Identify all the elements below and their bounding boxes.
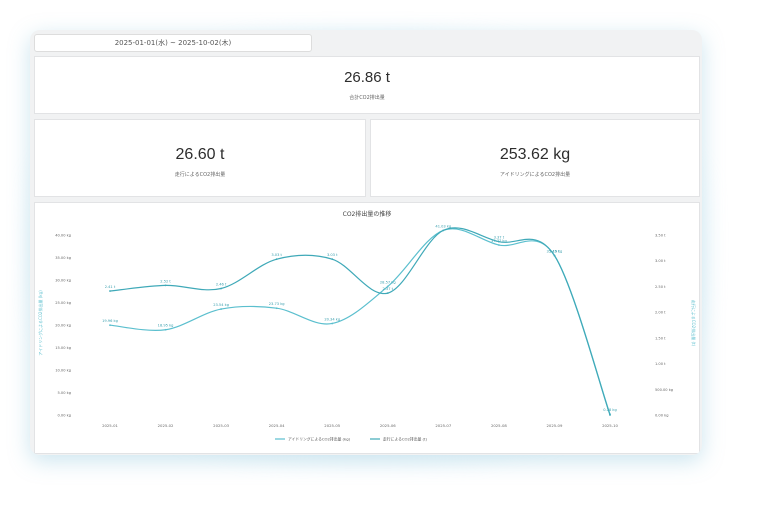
right-tick-label: 0.00 kg	[655, 414, 669, 418]
total-co2-label: 合計CO2排出量	[349, 95, 385, 101]
data-label: 23.73 kg	[269, 302, 285, 306]
chart-title: CO2排出量の推移	[343, 210, 392, 218]
data-label: 35.45 kg	[547, 249, 563, 253]
chart-legend[interactable]: アイドリングによるCO2排出量 (kg) 走行によるCO2排出量 (t)	[275, 437, 427, 442]
x-tick-label: 2025-02	[158, 423, 174, 428]
data-point	[331, 258, 334, 261]
left-tick-label: 0.00 kg	[57, 414, 71, 418]
data-label: 41.03 kg	[435, 224, 451, 228]
data-point	[109, 290, 111, 292]
x-tick-label: 2025-03	[213, 423, 229, 428]
data-point	[497, 240, 500, 243]
idling-co2-value: 253.62 kg	[499, 146, 571, 163]
data-label: 20.34 kg	[324, 317, 340, 321]
idling-co2-label: アイドリングによるCO2排出量	[499, 172, 571, 178]
series-line-1	[109, 228, 611, 415]
legend-item-label: アイドリングによるCO2排出量 (kg)	[288, 437, 351, 442]
data-point	[609, 414, 611, 416]
x-tick-label: 2025-05	[324, 423, 340, 428]
data-point	[442, 229, 445, 232]
left-tick-label: 10.00 kg	[55, 369, 71, 373]
data-point	[275, 307, 278, 310]
left-tick-label: 40.00 kg	[55, 234, 71, 238]
legend-item-label: 走行によるCO2排出量 (t)	[383, 437, 427, 442]
data-label: 2.37 t	[382, 287, 393, 291]
data-label: 3.37 t	[494, 236, 505, 240]
left-tick-label: 35.00 kg	[55, 256, 71, 260]
driving-co2-panel: 26.60 t 走行によるCO2排出量	[34, 119, 366, 197]
data-label: 2.41 t	[105, 285, 116, 289]
left-tick-label: 15.00 kg	[55, 346, 71, 350]
x-tick-label: 2025-09	[547, 423, 563, 428]
data-label: 28.57 kg	[380, 280, 396, 284]
data-label: 3.03 t	[271, 253, 282, 257]
right-tick-label: 500.00 kg	[655, 388, 673, 392]
data-label: 3.10 t	[549, 250, 560, 254]
data-label: 19.96 kg	[102, 319, 118, 323]
data-point	[164, 328, 167, 331]
data-point	[386, 292, 389, 295]
data-point	[331, 322, 334, 325]
left-tick-label: 25.00 kg	[55, 301, 71, 305]
date-range-picker[interactable]: 2025-01-01(水) ~ 2025-10-02(木)	[34, 34, 312, 52]
x-tick-label: 2025-04	[269, 423, 285, 428]
data-point	[497, 244, 500, 246]
data-point	[164, 284, 167, 287]
left-tick-label: 30.00 kg	[55, 279, 71, 283]
data-label: 2.52 t	[160, 279, 171, 283]
idling-co2-panel: 253.62 kg アイドリングによるCO2排出量	[370, 119, 700, 197]
data-label: 3.03 t	[327, 253, 338, 257]
data-point	[220, 287, 223, 290]
data-point	[220, 308, 223, 310]
driving-co2-label: 走行によるCO2排出量	[174, 172, 226, 178]
co2-trend-chart: CO2排出量の推移 アイドリングによるCO2排出量 (kg) 走行によるCO2排…	[37, 210, 697, 442]
total-co2-value: 26.86 t	[344, 69, 390, 86]
data-label: 18.95 kg	[158, 324, 174, 328]
dashboard-card: 2025-01-01(水) ~ 2025-10-02(木) 26.86 t 合計…	[30, 30, 702, 455]
left-axis-label: アイドリングによるCO2排出量 (kg)	[37, 290, 43, 356]
left-tick-label: 5.00 kg	[57, 391, 71, 395]
right-axis-label: 走行によるCO2排出量 (t)	[691, 300, 697, 347]
driving-co2-value: 26.60 t	[175, 146, 225, 163]
data-label: 23.54 kg	[213, 303, 229, 307]
right-tick-label: 1.50 t	[655, 336, 666, 340]
right-tick-label: 3.50 t	[655, 234, 666, 238]
left-tick-label: 20.00 kg	[55, 324, 71, 328]
right-tick-label: 3.00 t	[655, 259, 666, 263]
data-point	[386, 285, 389, 288]
series-line-2	[109, 227, 611, 416]
data-point	[109, 324, 111, 327]
x-tick-label: 2025-06	[380, 423, 396, 428]
co2-trend-chart-panel: CO2排出量の推移 アイドリングによるCO2排出量 (kg) 走行によるCO2排…	[34, 202, 700, 454]
x-tick-label: 2025-07	[435, 423, 451, 428]
data-point	[275, 258, 278, 261]
data-label: 2.46 t	[216, 282, 227, 286]
right-tick-label: 1.00 t	[655, 362, 666, 366]
x-tick-label: 2025-08	[491, 423, 507, 428]
total-co2-panel: 26.86 t 合計CO2排出量	[34, 56, 700, 114]
x-tick-label: 2025-10	[602, 423, 618, 428]
data-point	[553, 254, 556, 257]
right-tick-label: 2.00 t	[655, 311, 666, 315]
x-tick-label: 2025-01	[102, 423, 118, 428]
right-tick-label: 2.50 t	[655, 285, 666, 289]
plot-area: 0.00 kg 5.00 kg 10.00 kg 15.00 kg 20.00 kg 25…	[55, 224, 673, 428]
data-label: 0.18 kg	[603, 408, 617, 412]
